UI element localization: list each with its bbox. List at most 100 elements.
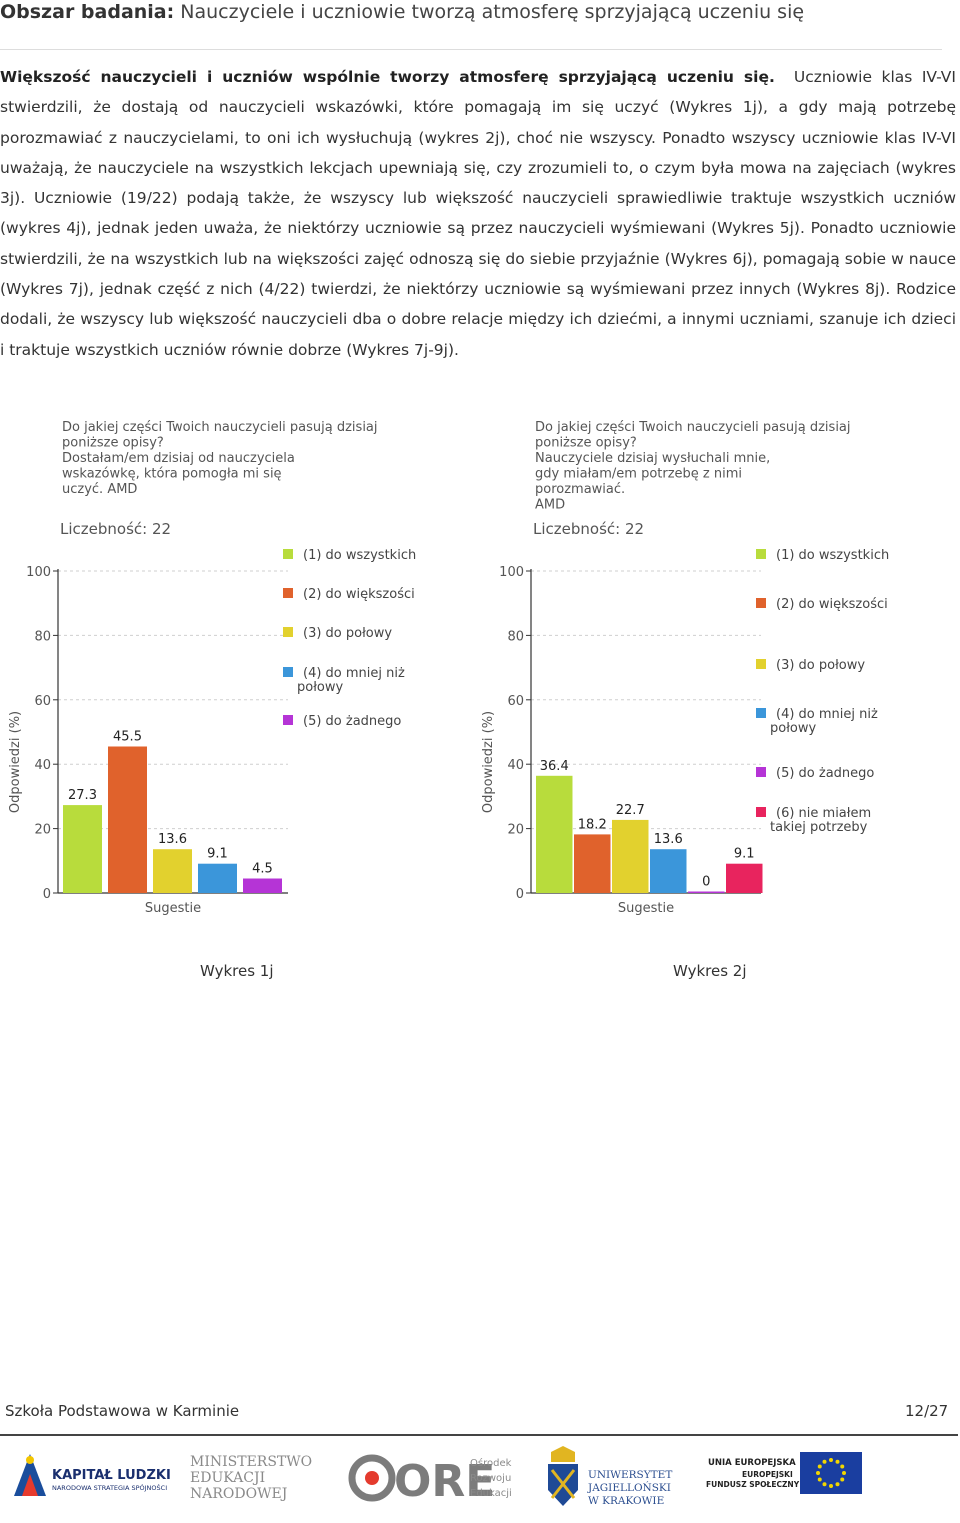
y-tick-label: 20 xyxy=(507,823,524,838)
sponsor-logos: KAPITAŁ LUDZKI NARODOWA STRATEGIA SPÓJNO… xyxy=(10,1446,862,1507)
y-tick-label: 0 xyxy=(516,887,524,902)
y-tick-label: 100 xyxy=(499,565,524,580)
men-line1: MINISTERSTWO xyxy=(190,1454,312,1470)
legend-label: (3) do połowy xyxy=(776,658,865,673)
eu-star xyxy=(829,1458,833,1462)
legend-swatch xyxy=(756,767,766,777)
footer-page-number: 12/27 xyxy=(905,1402,949,1420)
footer-divider xyxy=(0,1434,958,1436)
bar xyxy=(198,863,237,893)
legend-swatch xyxy=(283,549,293,559)
bar-value-label: 13.6 xyxy=(158,832,187,847)
legend-label: (6) nie miałem xyxy=(776,806,871,821)
x-axis-label: Sugestie xyxy=(145,901,201,915)
legend-label: (5) do żadnego xyxy=(303,714,401,729)
ore-line1: Ośrodek xyxy=(470,1457,512,1469)
bar-value-label: 4.5 xyxy=(252,862,273,877)
question-line: AMD xyxy=(535,498,565,513)
count-label: Liczebność: 22 xyxy=(533,520,644,538)
title-bold: Obszar badania: xyxy=(0,1,175,23)
legend-swatch xyxy=(283,588,293,598)
bar-value-label: 9.1 xyxy=(207,847,228,862)
bar-value-label: 0 xyxy=(702,875,710,890)
title-divider xyxy=(0,49,942,50)
body-text: Uczniowie klas IV-VI stwierdzili, że dos… xyxy=(0,68,956,359)
uj-logo: UNIWERSYTET JAGIELLOŃSKI W KRAKOWIE xyxy=(548,1446,672,1507)
ore-logo: ORE Ośrodek Rozwoju Edukacji xyxy=(348,1454,512,1507)
body-paragraph: Większość nauczycieli i uczniów wspólnie… xyxy=(0,62,956,365)
bar xyxy=(108,746,147,893)
question-line: wskazówkę, która pomogła mi się xyxy=(62,467,282,482)
eu-star xyxy=(842,1471,846,1475)
bar xyxy=(63,805,102,893)
ore-line3: Edukacji xyxy=(470,1488,512,1499)
y-tick-label: 100 xyxy=(26,565,51,580)
y-tick-label: 20 xyxy=(34,823,51,838)
legend-swatch xyxy=(756,549,766,559)
eu-stars xyxy=(816,1458,846,1488)
ore-word: ORE xyxy=(394,1456,495,1507)
question-line: Do jakiej części Twoich nauczycieli pasu… xyxy=(62,420,378,435)
bar-value-label: 22.7 xyxy=(616,803,645,818)
eu-logo: UNIA EUROPEJSKA EUROPEJSKI FUNDUSZ SPOŁE… xyxy=(706,1452,862,1494)
legend-label: (1) do wszystkich xyxy=(303,548,416,563)
legend-label: (1) do wszystkich xyxy=(776,548,889,563)
chart-wykres-1j: Do jakiej części Twoich nauczycieli pasu… xyxy=(8,420,416,915)
legend-label: (4) do mniej niż xyxy=(303,666,405,681)
bar xyxy=(688,891,725,893)
legend-swatch xyxy=(756,659,766,669)
y-tick-label: 80 xyxy=(507,629,524,644)
legend-swatch xyxy=(283,667,293,677)
legend-swatch xyxy=(756,598,766,608)
question-line: Do jakiej części Twoich nauczycieli pasu… xyxy=(535,420,851,435)
lead-sentence: Większość nauczycieli i uczniów wspólnie… xyxy=(0,68,775,86)
uj-line1: UNIWERSYTET xyxy=(588,1469,672,1481)
eu-star xyxy=(840,1477,845,1482)
legend-label: (2) do większości xyxy=(776,597,888,612)
kl-subtitle: NARODOWA STRATEGIA SPÓJNOŚCI xyxy=(52,1483,167,1492)
eu-line1: UNIA EUROPEJSKA xyxy=(708,1458,796,1468)
uj-line3: W KRAKOWIE xyxy=(588,1495,664,1507)
bar xyxy=(153,849,192,893)
bar-value-label: 9.1 xyxy=(734,847,755,862)
legend-label: (3) do połowy xyxy=(303,626,392,641)
question-line: poniższe opisy? xyxy=(535,436,637,451)
bar xyxy=(612,819,649,893)
eu-line2: EUROPEJSKI xyxy=(742,1470,793,1479)
chart-caption-2: Wykres 2j xyxy=(673,962,747,980)
bar-value-label: 18.2 xyxy=(578,817,607,832)
y-tick-label: 60 xyxy=(507,694,524,709)
men-line3: NARODOWEJ xyxy=(190,1486,287,1502)
bar-value-label: 45.5 xyxy=(113,729,142,744)
question-line: porozmawiać. xyxy=(535,482,625,497)
question-line: Dostałam/em dzisiaj od nauczyciela xyxy=(62,451,295,466)
question-line: poniższe opisy? xyxy=(62,436,164,451)
title-rest: Nauczyciele i uczniowie tworzą atmosferę… xyxy=(180,1,805,23)
men-line2: EDUKACJI xyxy=(190,1470,265,1486)
eu-star xyxy=(835,1482,840,1487)
chart-wykres-2j: Do jakiej części Twoich nauczycieli pasu… xyxy=(481,420,889,915)
legend-label: (4) do mniej niż xyxy=(776,707,878,722)
bar-value-label: 36.4 xyxy=(540,759,569,774)
y-tick-label: 0 xyxy=(43,887,51,902)
legend-swatch xyxy=(283,715,293,725)
bar xyxy=(243,878,282,893)
bar xyxy=(726,863,763,893)
eu-star xyxy=(822,1482,827,1487)
men-logo: MINISTERSTWO EDUKACJI NARODOWEJ xyxy=(190,1454,312,1502)
y-tick-label: 60 xyxy=(34,694,51,709)
y-tick-label: 40 xyxy=(34,758,51,773)
question-line: Nauczyciele dzisiaj wysłuchali mnie, xyxy=(535,451,770,466)
bar xyxy=(536,775,573,893)
footer-school-name: Szkoła Podstawowa w Karminie xyxy=(5,1402,240,1420)
eu-star xyxy=(822,1459,827,1464)
kl-name: KAPITAŁ LUDZKI xyxy=(52,1468,171,1483)
y-tick-label: 40 xyxy=(507,758,524,773)
eu-line3: FUNDUSZ SPOŁECZNY xyxy=(706,1480,800,1489)
chart-caption-1: Wykres 1j xyxy=(200,962,274,980)
bar-value-label: 13.6 xyxy=(654,832,683,847)
question-line: uczyć. AMD xyxy=(62,482,137,497)
eu-star xyxy=(840,1464,845,1469)
eu-star xyxy=(816,1471,820,1475)
legend-label: połowy xyxy=(770,721,816,736)
